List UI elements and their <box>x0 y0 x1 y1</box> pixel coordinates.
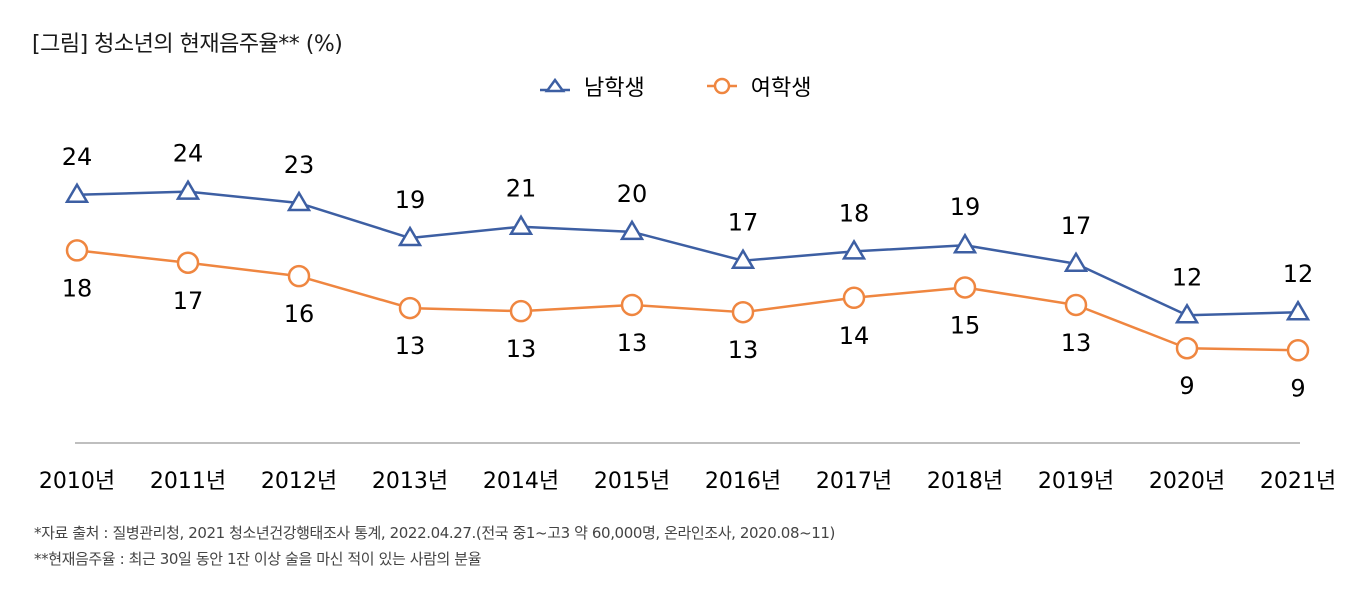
x-tick-label: 2014년 <box>483 469 559 494</box>
data-label: 19 <box>950 193 981 221</box>
data-label: 15 <box>950 311 981 339</box>
data-point-female <box>620 293 644 317</box>
data-label: 17 <box>173 287 204 315</box>
data-point-female <box>953 276 977 299</box>
data-label: 21 <box>506 175 537 203</box>
data-label: 24 <box>62 143 93 171</box>
data-label: 20 <box>617 180 648 208</box>
data-point-male <box>1063 251 1089 273</box>
data-point-male <box>286 190 312 212</box>
data-point-female <box>842 286 866 310</box>
data-point-male <box>952 232 978 254</box>
series-line-female <box>76 249 1299 352</box>
data-point-male <box>1285 299 1311 321</box>
data-label: 12 <box>1172 263 1203 291</box>
circle-marker-icon <box>706 77 737 95</box>
data-point-male <box>175 179 201 200</box>
x-tick-label: 2011년 <box>150 469 226 494</box>
line-chart: 2010년 2011년 2012년 2013년 2014년 2015년 2016년 2017년… <box>39 140 1336 494</box>
data-point-male <box>64 182 90 204</box>
x-tick-label: 2021년 <box>1260 469 1336 494</box>
x-tick-label: 2020년 <box>1149 469 1225 494</box>
data-label: 19 <box>395 186 426 214</box>
data-point-female <box>731 300 755 324</box>
data-point-male <box>397 225 423 247</box>
series-line-male <box>76 190 1299 317</box>
x-tick-label: 2016년 <box>705 469 781 494</box>
data-point-male <box>1174 302 1200 324</box>
triangle-marker-icon <box>540 77 570 93</box>
data-point-female <box>509 299 533 323</box>
data-label: 13 <box>617 329 648 357</box>
data-label: 13 <box>506 335 537 363</box>
legend-label-male: 남학생 <box>584 76 645 101</box>
footnote-source: *자료 출처 : 질병관리청, 2021 청소년건강행태조사 통계, 2022.… <box>34 524 836 542</box>
footnote-definition: **현재음주율 : 최근 30일 동안 1잔 이상 술을 마신 적이 있는 사람… <box>34 550 482 568</box>
data-point-male <box>619 219 645 241</box>
x-tick-label: 2017년 <box>816 469 892 494</box>
data-label: 9 <box>1179 372 1194 400</box>
data-label: 9 <box>1290 374 1305 402</box>
x-tick-label: 2019년 <box>1038 469 1114 494</box>
x-tick-label: 2010년 <box>39 469 115 494</box>
data-point-female <box>398 296 422 320</box>
data-label: 16 <box>284 300 315 328</box>
data-label: 13 <box>395 332 426 360</box>
data-point-female <box>287 264 311 288</box>
data-point-male <box>508 214 534 235</box>
x-tick-label: 2015년 <box>594 469 670 494</box>
x-tick-label: 2018년 <box>927 469 1003 494</box>
data-label: 14 <box>839 322 870 350</box>
data-point-male <box>841 238 867 260</box>
data-label: 17 <box>728 209 759 237</box>
data-label: 13 <box>1061 329 1092 357</box>
legend: 남학생 여학생 <box>540 70 873 102</box>
data-label: 24 <box>173 140 204 168</box>
legend-item-female: 여학생 <box>706 70 812 102</box>
data-point-female <box>176 251 200 274</box>
data-point-male <box>730 248 756 269</box>
x-tick-label: 2012년 <box>261 469 337 494</box>
data-point-female <box>65 239 89 262</box>
data-label: 17 <box>1061 212 1092 240</box>
legend-item-male: 남학생 <box>540 70 645 102</box>
data-label: 12 <box>1283 260 1314 288</box>
data-label: 18 <box>839 199 870 227</box>
chart-title: [그림] 청소년의 현재음주율** (%) <box>32 32 343 57</box>
x-tick-label: 2013년 <box>372 469 448 494</box>
data-label: 13 <box>728 336 759 364</box>
data-point-female <box>1064 293 1088 317</box>
data-label: 18 <box>62 274 93 302</box>
data-point-female <box>1286 339 1310 362</box>
legend-label-female: 여학생 <box>750 76 812 101</box>
data-point-female <box>1175 336 1199 360</box>
data-label: 23 <box>284 151 315 179</box>
